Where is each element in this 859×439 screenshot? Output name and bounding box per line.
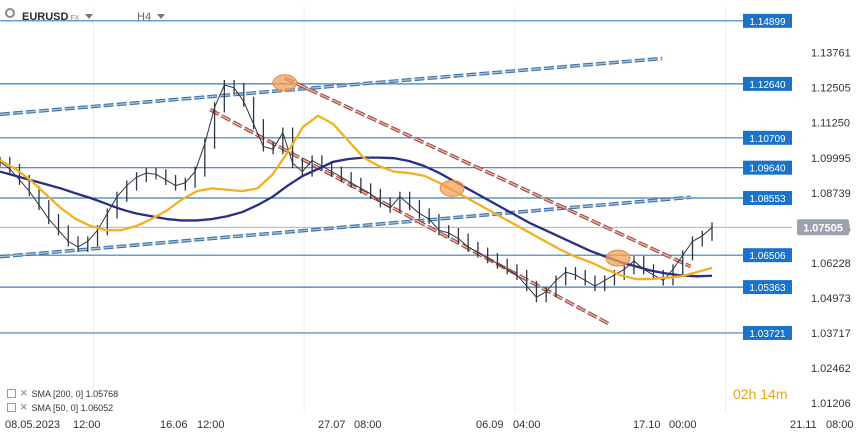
- price-tick-label: 1.09995: [811, 153, 851, 165]
- level-price-tag: [743, 280, 792, 295]
- level-price-tag: [743, 248, 792, 263]
- indicator-value: 1.06052: [80, 402, 114, 413]
- chevron-down-icon[interactable]: [157, 14, 166, 19]
- price-line: [0, 84, 713, 298]
- indicator-value: 1.05768: [85, 388, 119, 399]
- chevron-down-icon[interactable]: [85, 14, 94, 19]
- level-price-tag: [743, 76, 792, 91]
- level-price-tag: [743, 13, 792, 28]
- price-tick-label: 1.13761: [811, 48, 851, 60]
- time-tick-label: 00:00: [669, 419, 697, 431]
- checkbox-icon[interactable]: [7, 403, 16, 412]
- indicator-sma50[interactable]: ✕ SMA [50, 0] 1.06052: [7, 402, 113, 413]
- price-tick-label: 1.03717: [811, 328, 851, 340]
- level-price-label: 1.06506: [749, 251, 786, 262]
- time-tick-label: 12:00: [73, 419, 101, 431]
- time-tick-label: 08.05.2023: [5, 419, 60, 431]
- time-tick-label: 21.11: [790, 419, 817, 431]
- sma-line: [0, 114, 713, 281]
- timeframe-selector[interactable]: H4: [137, 11, 166, 23]
- symbol-name: EURUSD: [22, 11, 69, 23]
- price-tick-label: 1.11250: [811, 118, 850, 130]
- time-tick-label: 08:00: [354, 419, 382, 431]
- level-price-label: 1.12640: [749, 80, 786, 91]
- level-price-label: 1.14899: [749, 17, 786, 28]
- highlight-marker: [439, 179, 465, 197]
- trend-line-highlight: [209, 109, 610, 325]
- close-icon[interactable]: ✕: [20, 402, 28, 412]
- current-price-tag: [797, 219, 849, 236]
- time-tick-label: 04:00: [513, 419, 541, 431]
- level-price-tag: [743, 325, 792, 340]
- level-price-label: 1.03721: [749, 329, 786, 340]
- level-price-tag: [743, 191, 792, 206]
- time-tick-label: 27.07: [318, 419, 346, 431]
- level-price-label: 1.09640: [749, 164, 786, 175]
- checkbox-icon[interactable]: [7, 389, 16, 398]
- exchange-label: FX: [70, 15, 80, 22]
- level-price-label: 1.05363: [749, 283, 786, 294]
- bar-countdown: 02h 14m: [733, 386, 788, 402]
- settings-icon[interactable]: [5, 8, 15, 18]
- level-price-label: 1.10709: [749, 134, 786, 145]
- time-tick-label: 17.10: [633, 419, 661, 431]
- trend-line-highlight: [0, 57, 663, 115]
- price-tick-label: 1.02462: [811, 363, 851, 375]
- price-tick-label: 1.08739: [811, 188, 851, 200]
- time-tick-label: 08:00: [826, 419, 854, 431]
- timeframe-label: H4: [137, 11, 152, 23]
- indicator-label: SMA [50, 0]: [31, 402, 79, 413]
- close-icon[interactable]: ✕: [20, 388, 28, 398]
- highlight-marker: [272, 74, 298, 92]
- trend-line-highlight: [284, 77, 691, 268]
- time-tick-label: 16.06: [160, 419, 188, 431]
- trend-line-highlight: [0, 196, 691, 258]
- time-tick-label: 12:00: [197, 419, 225, 431]
- symbol-selector[interactable]: EURUSD FX: [22, 11, 94, 23]
- level-price-tag: [743, 130, 792, 145]
- price-tick-label: 1.04973: [811, 293, 851, 305]
- price-tick-label: 1.01206: [811, 398, 851, 410]
- price-tick-label: 1.12505: [811, 83, 851, 95]
- sma-line: [0, 156, 713, 278]
- price-tick-label: 1.06228: [811, 258, 851, 270]
- indicator-label: SMA [200, 0]: [31, 388, 84, 399]
- highlight-marker: [605, 249, 631, 267]
- level-price-label: 1.08553: [749, 194, 786, 205]
- level-price-tag: [743, 160, 792, 175]
- time-tick-label: 06.09: [476, 419, 504, 431]
- indicator-sma200[interactable]: ✕ SMA [200, 0] 1.05768: [7, 388, 118, 399]
- current-price-label: 1.07505: [803, 222, 843, 234]
